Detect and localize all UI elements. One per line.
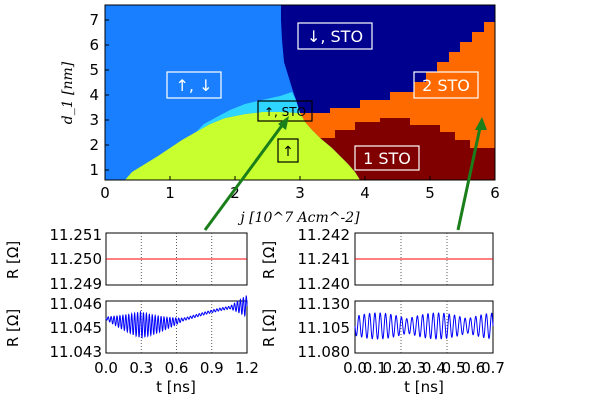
tr-ytick-0: 11.242 xyxy=(298,226,351,244)
xtick-label: 0.6 xyxy=(165,359,189,377)
series-br xyxy=(354,312,494,340)
phase-xtick-label: 5 xyxy=(425,184,435,202)
phase-ytick-label: 7 xyxy=(89,11,99,29)
svg-text:1 STO: 1 STO xyxy=(363,149,411,168)
tl-ytick-0: 11.251 xyxy=(50,226,103,244)
region-up xyxy=(125,112,360,180)
phase-ytick-label: 6 xyxy=(89,36,99,54)
svg-text:↑: ↑ xyxy=(282,144,294,160)
br-xlabel: t [ns] xyxy=(404,378,444,396)
tr-ytick-1: 11.241 xyxy=(298,250,351,268)
tr-ylabel: R [Ω] xyxy=(260,241,278,279)
svg-text:↑, STO: ↑, STO xyxy=(264,105,306,119)
tl-ylabel: R [Ω] xyxy=(4,241,22,279)
bl-ylabel: R [Ω] xyxy=(4,309,22,347)
br-ytick-1: 11.105 xyxy=(298,319,351,337)
svg-text:↓, STO: ↓, STO xyxy=(307,27,363,46)
br-ytick-2: 11.080 xyxy=(298,343,351,361)
series-bl xyxy=(105,295,248,339)
subplot-bottom-left: 11.046 11.045 11.043 0.0 0.3 0.6 0.9 1.2 t [… xyxy=(4,295,259,396)
region-up-sto xyxy=(196,92,300,132)
arrow-left xyxy=(203,119,288,231)
phase-ylabel: d_1 [nm] xyxy=(60,61,76,124)
region-two-sto xyxy=(300,22,495,148)
xtick-label: 0.2 xyxy=(382,359,406,377)
region-down-sto xyxy=(281,5,495,113)
arrow-right xyxy=(456,122,483,231)
xtick-label: 0.6 xyxy=(461,359,485,377)
phase-ytick-label: 2 xyxy=(89,136,99,154)
xtick-label: 0.1 xyxy=(363,359,387,377)
xtick-label: 0.5 xyxy=(442,359,466,377)
label-one-sto: 1 STO xyxy=(354,145,420,171)
arrows xyxy=(203,116,487,231)
bl-ytick-1: 11.045 xyxy=(50,319,103,337)
phase-xtick-label: 0 xyxy=(100,184,110,202)
phase-xtick-label: 1 xyxy=(165,184,175,202)
bl-xlabel: t [ns] xyxy=(156,378,196,396)
tl-ytick-1: 11.250 xyxy=(50,250,103,268)
label-up: ↑ xyxy=(277,138,299,163)
label-up-down: ↑, ↓ xyxy=(166,71,222,99)
tl-ytick-2: 11.249 xyxy=(50,275,103,293)
br-ytick-0: 11.130 xyxy=(298,295,351,313)
phase-xtick-label: 2 xyxy=(230,184,240,202)
phase-ytick-label: 4 xyxy=(89,86,99,104)
label-two-sto: 2 STO xyxy=(413,71,479,99)
svg-text:2 STO: 2 STO xyxy=(422,76,470,95)
phase-xtick-label: 3 xyxy=(295,184,305,202)
br-ylabel: R [Ω] xyxy=(260,309,278,347)
bl-ytick-0: 11.046 xyxy=(50,295,103,313)
bl-ytick-2: 11.043 xyxy=(50,343,103,361)
subplot-top-right: 11.242 11.241 11.240 R [Ω] xyxy=(260,226,494,293)
xtick-label: 0.4 xyxy=(422,359,446,377)
arrow-left-head xyxy=(278,116,289,130)
phase-xtick-label: 6 xyxy=(490,184,500,202)
subplot-bottom-right: 11.130 11.105 11.080 0.00.10.20.30.40.50… xyxy=(260,295,505,396)
phase-ytick-label: 5 xyxy=(89,61,99,79)
svg-text:↑, ↓: ↑, ↓ xyxy=(176,76,213,95)
xtick-label: 0.9 xyxy=(200,359,224,377)
tr-ytick-2: 11.240 xyxy=(298,275,351,293)
phase-ytick-label: 3 xyxy=(89,111,99,129)
xtick-label: 1.2 xyxy=(235,359,259,377)
xtick-label: 0.7 xyxy=(481,359,505,377)
label-down-sto: ↓, STO xyxy=(297,22,373,50)
arrow-right-head xyxy=(475,117,487,130)
xtick-label: 0.0 xyxy=(94,359,118,377)
phase-xtick-label: 4 xyxy=(360,184,370,202)
phase-xlabel: j [10^7 Acm^-2] xyxy=(237,210,360,226)
xtick-label: 0.0 xyxy=(343,359,367,377)
phase-ytick-label: 1 xyxy=(89,161,99,179)
region-one-sto xyxy=(320,118,495,180)
xtick-label: 0.3 xyxy=(402,359,426,377)
subplot-top-left: 11.251 11.250 11.249 R [Ω] xyxy=(4,226,248,293)
xtick-label: 0.3 xyxy=(129,359,153,377)
